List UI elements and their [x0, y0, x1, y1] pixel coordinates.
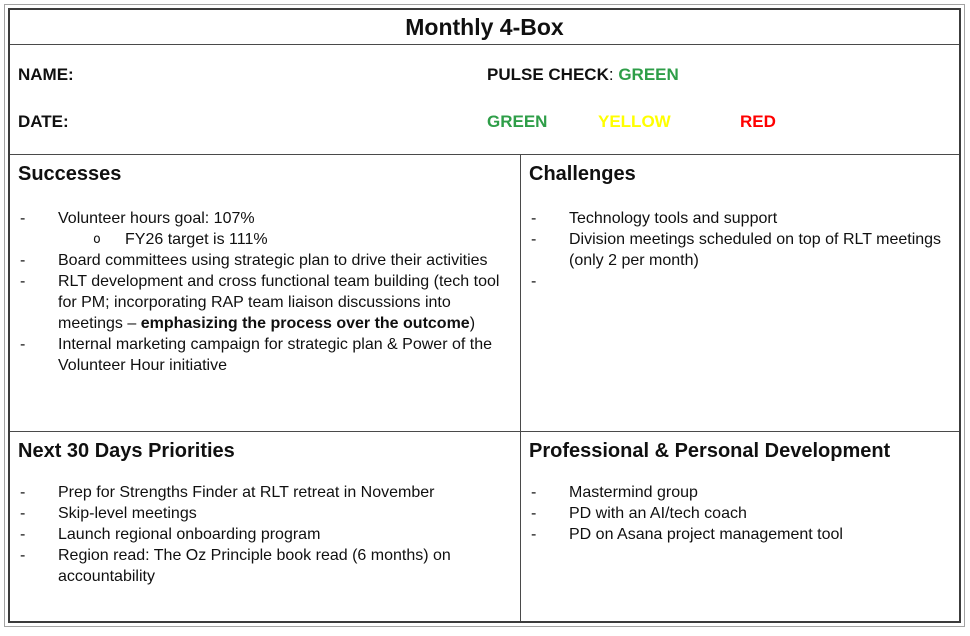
- bullet-text: Launch regional onboarding program: [58, 526, 321, 543]
- development-heading: Professional & Personal Development: [529, 440, 891, 462]
- bullet-text: Prep for Strengths Finder at RLT retreat…: [58, 484, 435, 501]
- dash-bullet-icon: -: [20, 273, 26, 290]
- bullet-text: Technology tools and support: [569, 210, 778, 227]
- legend-yellow: YELLOW: [598, 112, 671, 131]
- bullet-item: - Launch regional onboarding program: [18, 524, 510, 545]
- dash-bullet-icon: -: [20, 484, 26, 501]
- bullet-item: - RLT development and cross functional t…: [18, 271, 510, 334]
- bullet-item: - Prep for Strengths Finder at RLT retre…: [18, 482, 510, 503]
- bullet-item: - Region read: The Oz Principle book rea…: [18, 545, 510, 587]
- challenges-list: - Technology tools and support - Divisio…: [529, 208, 949, 292]
- bullet-item: - PD with an AI/tech coach: [529, 503, 949, 524]
- bullet-text: RLT development and cross functional tea…: [58, 273, 500, 332]
- bullet-text: PD with an AI/tech coach: [569, 505, 747, 522]
- bullet-text: Board committees using strategic plan to…: [58, 252, 488, 269]
- dash-bullet-icon: -: [20, 526, 26, 543]
- bullet-text: FY26 target is 111%: [125, 231, 268, 248]
- quadrant-priorities: Next 30 Days Priorities - Prep for Stren…: [10, 432, 521, 621]
- header-section: NAME: DATE: PULSE CHECK: GREEN GREEN YEL…: [10, 45, 959, 155]
- bullet-item: - Internal marketing campaign for strate…: [18, 334, 510, 376]
- dash-bullet-icon: -: [531, 231, 537, 248]
- quadrant-development: Professional & Personal Development - Ma…: [521, 432, 959, 621]
- bullet-text: Skip-level meetings: [58, 505, 197, 522]
- bullet-text: Internal marketing campaign for strategi…: [58, 336, 492, 374]
- pulse-check-label: PULSE CHECK: [487, 65, 609, 84]
- bullet-text: Division meetings scheduled on top of RL…: [569, 231, 942, 269]
- bullet-item: - Volunteer hours goal: 107%: [18, 208, 510, 229]
- dash-bullet-icon: -: [531, 210, 537, 227]
- dash-bullet-icon: -: [20, 547, 26, 564]
- legend-green: GREEN: [487, 112, 548, 131]
- dash-bullet-icon: -: [531, 526, 537, 543]
- bullet-item: - PD on Asana project management tool: [529, 524, 949, 545]
- dash-bullet-icon: -: [531, 273, 537, 290]
- pulse-check: PULSE CHECK: GREEN: [487, 65, 679, 84]
- legend-red: RED: [740, 112, 776, 131]
- title-row: Monthly 4-Box: [10, 10, 959, 45]
- development-list: - Mastermind group - PD with an AI/tech …: [529, 482, 949, 545]
- quadrant-challenges: Challenges - Technology tools and suppor…: [521, 155, 959, 432]
- bullet-item-empty: -: [529, 271, 949, 292]
- quadrant-successes: Successes - Volunteer hours goal: 107% o…: [10, 155, 521, 432]
- name-label: NAME:: [18, 65, 74, 84]
- pulse-check-colon: :: [608, 65, 619, 84]
- bullet-item-sub: o FY26 target is 111%: [18, 229, 510, 250]
- bullet-item: - Board committees using strategic plan …: [18, 250, 510, 271]
- priorities-heading: Next 30 Days Priorities: [18, 440, 235, 462]
- bullet-item: - Mastermind group: [529, 482, 949, 503]
- dash-bullet-icon: -: [531, 505, 537, 522]
- dash-bullet-icon: -: [531, 484, 537, 501]
- bullet-item: - Division meetings scheduled on top of …: [529, 229, 949, 271]
- bullet-text: Volunteer hours goal: 107%: [58, 210, 255, 227]
- dash-bullet-icon: -: [20, 252, 26, 269]
- quadrant-grid: Successes - Volunteer hours goal: 107% o…: [10, 155, 959, 621]
- page-title: Monthly 4-Box: [405, 13, 564, 40]
- pulse-check-value: GREEN: [618, 65, 679, 84]
- bullet-text: PD on Asana project management tool: [569, 526, 843, 543]
- fourbox-table: Monthly 4-Box NAME: DATE: PULSE CHECK: G…: [8, 8, 961, 623]
- bullet-item: - Technology tools and support: [529, 208, 949, 229]
- bullet-text: Mastermind group: [569, 484, 698, 501]
- bullet-item: - Skip-level meetings: [18, 503, 510, 524]
- dash-bullet-icon: -: [20, 505, 26, 522]
- circle-bullet-icon: o: [93, 232, 101, 247]
- dash-bullet-icon: -: [20, 336, 26, 353]
- dash-bullet-icon: -: [20, 210, 26, 227]
- challenges-heading: Challenges: [529, 163, 636, 185]
- successes-list: - Volunteer hours goal: 107% o FY26 targ…: [18, 208, 510, 376]
- date-label: DATE:: [18, 112, 69, 131]
- page-frame: [4, 4, 965, 627]
- bullet-text: Region read: The Oz Principle book read …: [58, 547, 451, 585]
- priorities-list: - Prep for Strengths Finder at RLT retre…: [18, 482, 510, 587]
- successes-heading: Successes: [18, 163, 122, 185]
